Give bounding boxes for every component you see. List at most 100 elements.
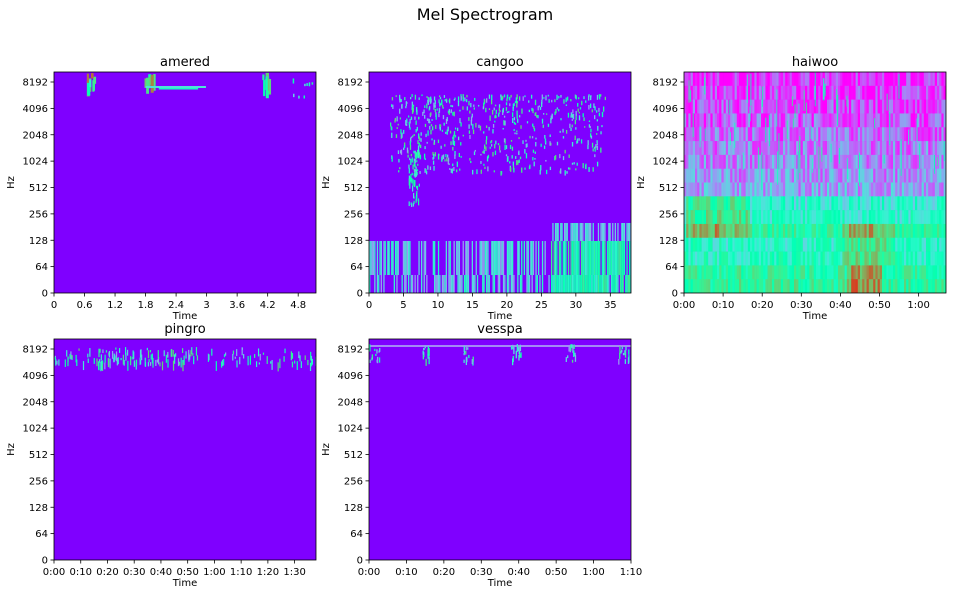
y-tick-label: 64 (350, 262, 363, 273)
y-tick-label: 64 (350, 529, 363, 540)
y-tick-label: 256 (29, 476, 48, 487)
y-tick-label: 128 (344, 236, 363, 247)
spectrogram-panel-haiwoo: haiwoo 0 64 128 256 512 1024 2048 4096 8192 0:00 0:… (636, 55, 947, 322)
y-tick-label: 1024 (23, 157, 48, 168)
spectrogram-panel-vesspa: vesspa 0 64 128 256 512 1024 2048 4096 8192 0:00 0:… (321, 322, 642, 589)
y-tick-label: 512 (29, 183, 48, 194)
y-tick-label: 512 (29, 450, 48, 461)
x-tick-label: 3 (203, 300, 209, 311)
x-tick-label: 2.4 (168, 300, 184, 311)
y-tick-label: 4096 (653, 104, 678, 115)
y-tick-label: 1024 (338, 157, 363, 168)
y-tick-label: 256 (659, 209, 678, 220)
y-axis-label: Hz (6, 176, 17, 189)
y-tick-label: 128 (344, 503, 363, 514)
y-tick-label: 8192 (338, 78, 363, 89)
axes-frame (683, 71, 947, 294)
x-tick-label: 10 (432, 300, 445, 311)
x-tick-label: 0 (366, 300, 372, 311)
y-axis-label: Hz (321, 443, 332, 456)
x-tick-label: 0:20 (433, 567, 455, 578)
x-tick-label: 1.8 (138, 300, 154, 311)
x-axis-label: Time (487, 311, 512, 322)
axes-frame (53, 338, 317, 561)
x-tick-label: 0:10 (70, 567, 92, 578)
x-tick-label: 4.2 (260, 300, 276, 311)
x-tick-label: 30 (569, 300, 582, 311)
y-tick-label: 0 (672, 289, 678, 300)
x-tick-label: 1:00 (907, 300, 929, 311)
x-tick-label: 0:50 (545, 567, 567, 578)
x-tick-label: 1:00 (582, 567, 604, 578)
x-tick-label: 25 (535, 300, 548, 311)
y-axis-label: Hz (636, 176, 647, 189)
y-tick-label: 512 (344, 183, 363, 194)
spectrogram-texture (86, 72, 314, 99)
y-tick-label: 256 (344, 209, 363, 220)
x-axis-label: Time (487, 578, 512, 589)
x-tick-label: 0 (51, 300, 57, 311)
y-axis-label: Hz (6, 443, 17, 456)
y-tick-label: 0 (42, 556, 48, 567)
x-tick-label: 3.6 (229, 300, 245, 311)
spectrogram-panel-amered: amered 0 64 128 256 512 1024 2048 4096 8192 0 0.6 1.… (6, 55, 317, 322)
x-tick-label: 0:10 (712, 300, 734, 311)
spectrogram-texture (369, 94, 631, 293)
y-tick-label: 8192 (338, 345, 363, 356)
y-tick-label: 128 (29, 503, 48, 514)
x-tick-label: 0:50 (868, 300, 890, 311)
x-tick-label: 1.2 (107, 300, 123, 311)
y-tick-label: 8192 (653, 78, 678, 89)
x-tick-label: 0.6 (77, 300, 93, 311)
x-tick-label: 0:10 (395, 567, 417, 578)
y-tick-label: 2048 (23, 130, 48, 141)
x-axis-label: Time (802, 311, 827, 322)
x-tick-label: 0:30 (123, 567, 145, 578)
y-tick-label: 512 (344, 450, 363, 461)
y-tick-label: 1024 (338, 424, 363, 435)
y-tick-label: 128 (29, 236, 48, 247)
x-tick-label: 0:20 (96, 567, 118, 578)
y-tick-label: 2048 (338, 130, 363, 141)
subplot-title: pingro (164, 322, 205, 337)
y-tick-label: 64 (35, 262, 48, 273)
figure-title: Mel Spectrogram (417, 5, 554, 24)
x-axis-label: Time (172, 578, 197, 589)
subplot-title: cangoo (476, 55, 524, 70)
y-tick-label: 4096 (338, 104, 363, 115)
x-tick-label: 0:40 (829, 300, 851, 311)
x-tick-label: 1:10 (230, 567, 252, 578)
x-tick-label: 1:00 (203, 567, 225, 578)
y-tick-label: 4096 (338, 371, 363, 382)
x-tick-label: 0:40 (507, 567, 529, 578)
x-tick-label: 1:30 (283, 567, 305, 578)
y-tick-label: 4096 (23, 104, 48, 115)
x-tick-label: 0:00 (358, 567, 380, 578)
subplot-title: haiwoo (792, 55, 838, 70)
y-tick-label: 256 (29, 209, 48, 220)
x-tick-label: 0:50 (176, 567, 198, 578)
y-tick-label: 1024 (653, 157, 678, 168)
x-tick-label: 5 (400, 300, 406, 311)
x-tick-label: 1:20 (257, 567, 279, 578)
x-tick-label: 4.8 (290, 300, 306, 311)
y-tick-label: 2048 (653, 130, 678, 141)
y-tick-label: 2048 (338, 397, 363, 408)
y-tick-label: 64 (35, 529, 48, 540)
x-tick-label: 0:30 (790, 300, 812, 311)
y-tick-label: 8192 (23, 345, 48, 356)
y-tick-label: 4096 (23, 371, 48, 382)
spectrogram-panel-pingro: pingro 0 64 128 256 512 1024 2048 4096 8192 0:00 0:… (6, 322, 317, 589)
x-axis-label: Time (172, 311, 197, 322)
x-tick-label: 0:30 (470, 567, 492, 578)
x-tick-label: 20 (501, 300, 514, 311)
x-tick-label: 15 (466, 300, 479, 311)
y-tick-label: 0 (357, 289, 363, 300)
axes-frame (368, 338, 632, 561)
axes-frame (53, 71, 317, 294)
spectrogram-panel-cangoo: cangoo 0 64 128 256 512 1024 2048 4096 8192 0 5 10 15… (321, 55, 632, 322)
y-tick-label: 0 (42, 289, 48, 300)
x-tick-label: 0:40 (150, 567, 172, 578)
y-tick-label: 8192 (23, 78, 48, 89)
